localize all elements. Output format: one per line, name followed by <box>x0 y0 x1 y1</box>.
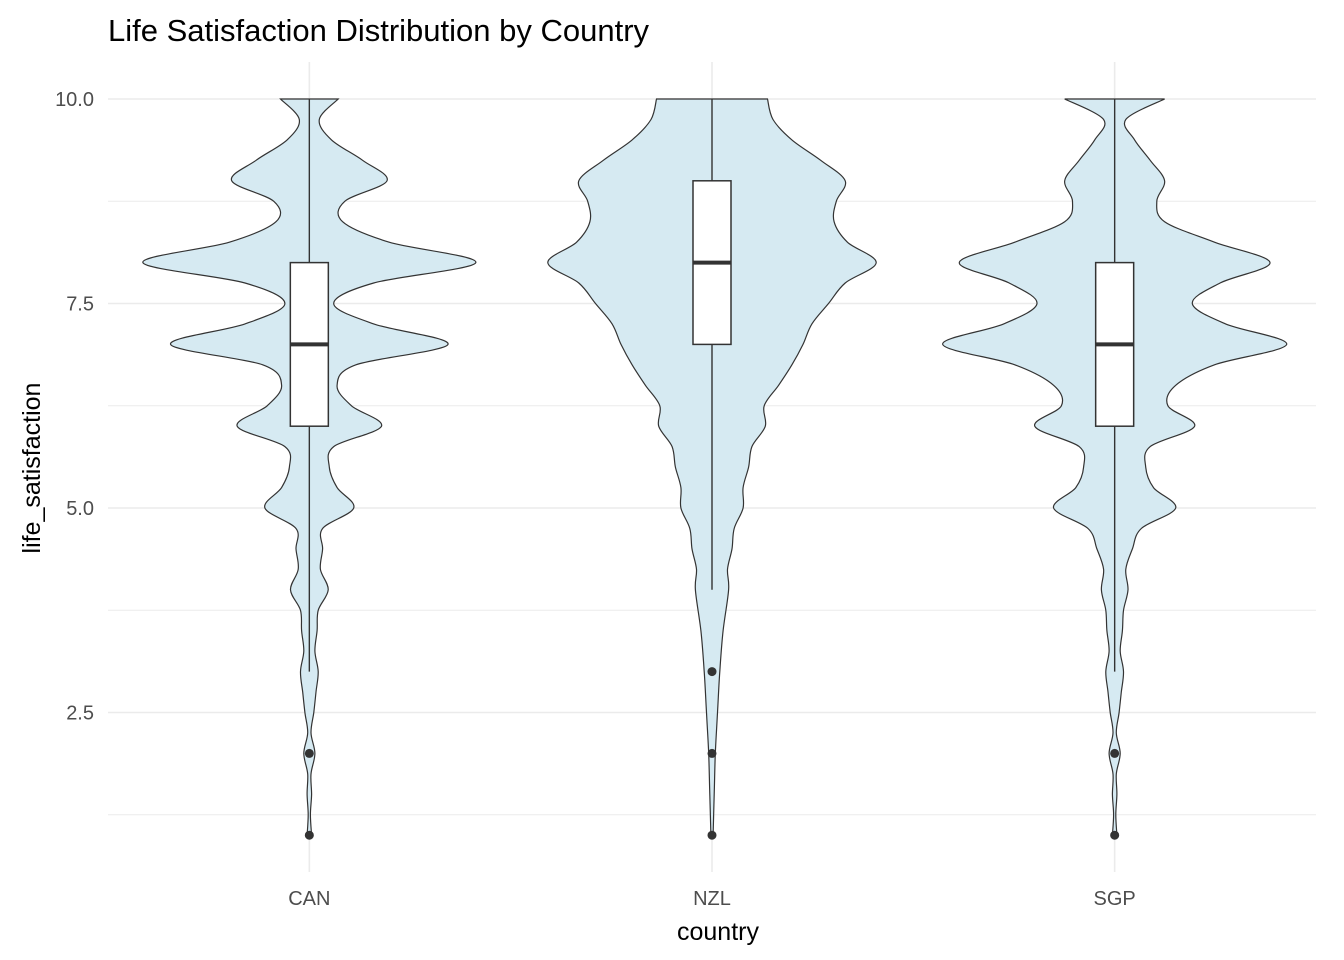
outlier-point <box>1110 830 1120 840</box>
x-axis-title: country <box>677 918 759 946</box>
violin-group-can <box>142 98 477 840</box>
y-tick-label: 10.0 <box>55 89 94 111</box>
violin-group-nzl <box>547 98 877 840</box>
y-axis-ticks: 2.5 5.0 7.5 10.0 <box>55 89 94 725</box>
outlier-point <box>707 667 717 677</box>
y-tick-label: 7.5 <box>66 294 94 316</box>
y-tick-label: 5.0 <box>66 498 94 520</box>
violins <box>142 98 1288 840</box>
outlier-point <box>304 830 314 840</box>
outlier-point <box>304 748 314 758</box>
x-tick-label: CAN <box>288 888 330 910</box>
outlier-point <box>1110 748 1120 758</box>
x-tick-label: NZL <box>693 888 731 910</box>
x-tick-label: SGP <box>1094 888 1136 910</box>
violin-group-sgp <box>942 98 1288 840</box>
outlier-point <box>707 830 717 840</box>
outlier-point <box>707 748 717 758</box>
chart-title: Life Satisfaction Distribution by Countr… <box>108 13 650 48</box>
y-tick-label: 2.5 <box>66 703 94 725</box>
x-axis-ticks: CAN NZL SGP <box>288 888 1136 910</box>
y-axis-title: life_satisfaction <box>18 383 46 554</box>
